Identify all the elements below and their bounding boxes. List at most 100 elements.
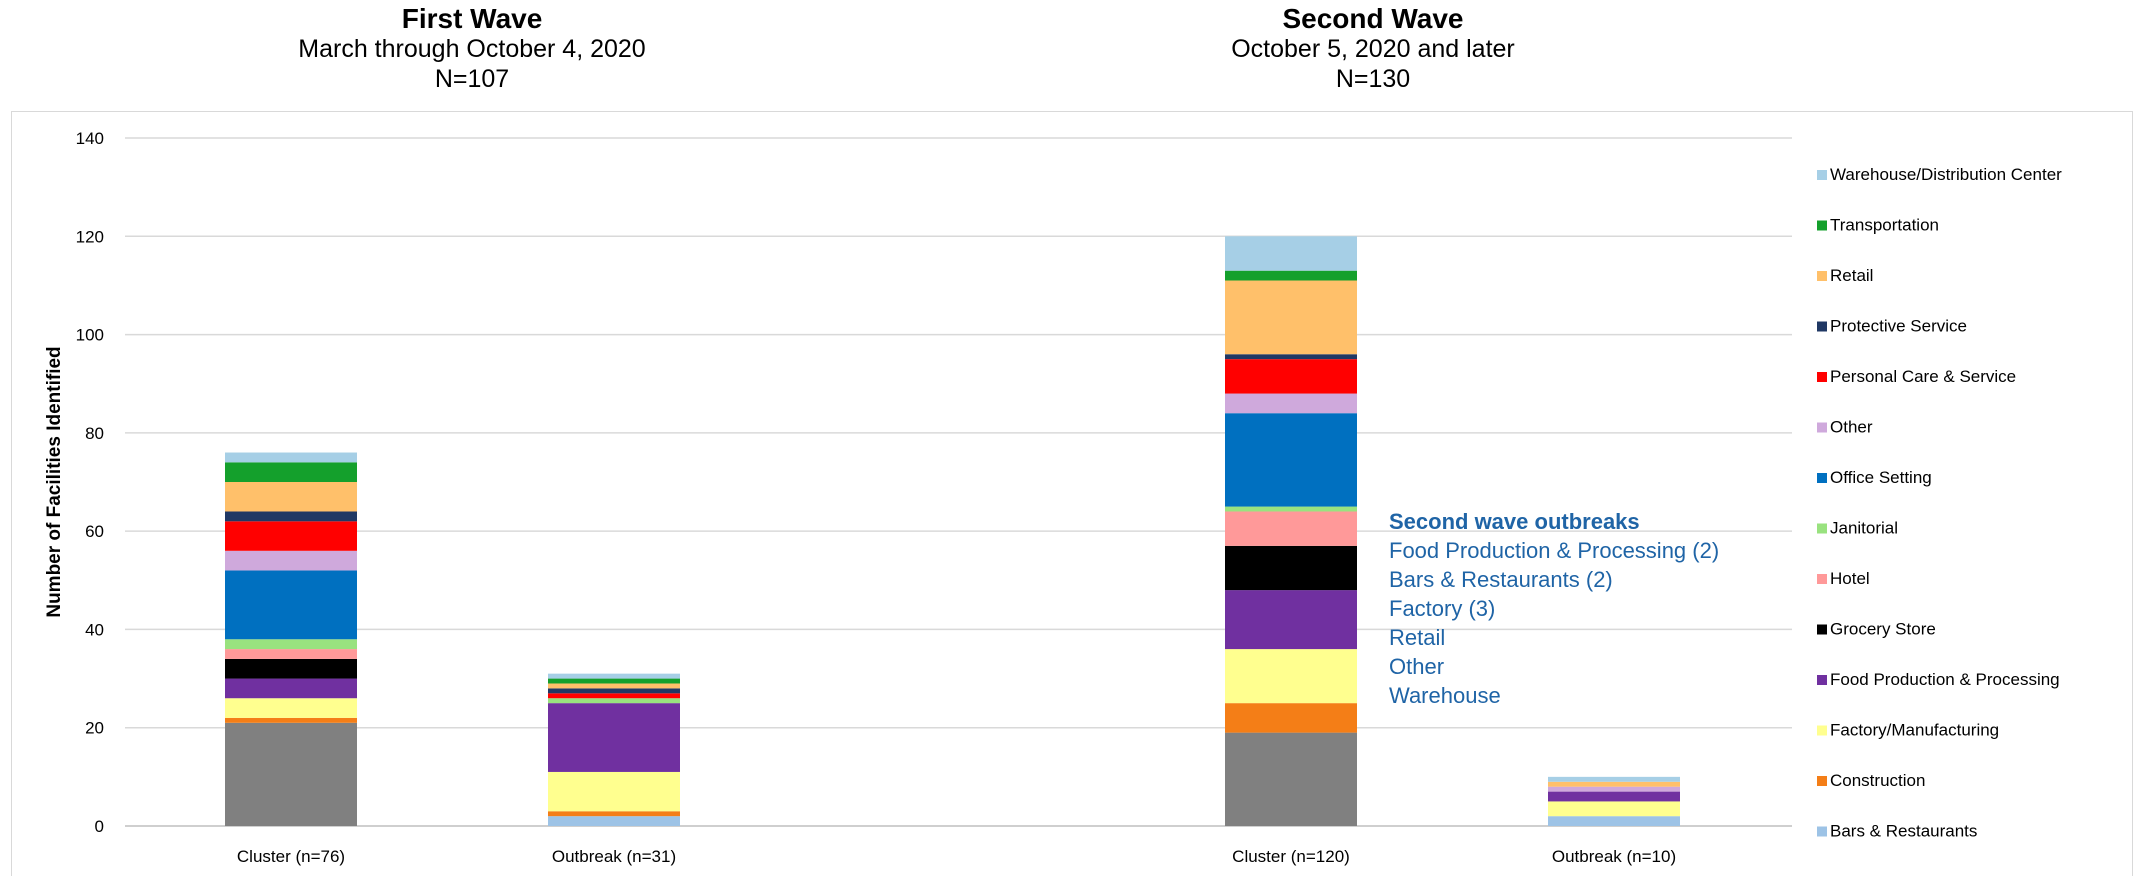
bar-segment — [1548, 781, 1680, 787]
bar-segment — [225, 521, 357, 551]
bar-segment — [225, 570, 357, 640]
legend-label: Other — [1830, 418, 1873, 437]
bar-segment — [1225, 511, 1357, 546]
second-wave-n: N=130 — [1335, 65, 1411, 93]
legend-swatch — [1817, 826, 1827, 837]
legend-label: Grocery Store — [1830, 620, 1936, 639]
callout-line: Food Production & Processing (2) — [1389, 538, 1720, 563]
bar-segment — [1225, 354, 1357, 360]
callout-line: Factory (3) — [1389, 596, 1496, 621]
x-tick-label: Cluster (n=120) — [1232, 847, 1350, 866]
callout-line: Warehouse — [1389, 683, 1501, 708]
x-tick-label: Outbreak (n=10) — [1552, 847, 1676, 866]
y-tick-label: 40 — [85, 620, 104, 639]
bar-segment — [225, 678, 357, 699]
legend-swatch — [1817, 624, 1827, 635]
bar-segment — [225, 639, 357, 650]
legend-swatch — [1817, 170, 1827, 180]
legend-label: Janitorial — [1830, 519, 1898, 538]
y-tick-label: 80 — [85, 424, 104, 443]
legend-label: Food Production & Processing — [1830, 670, 2060, 689]
bar-segment — [1225, 649, 1357, 704]
legend-swatch — [1817, 776, 1827, 786]
y-tick-label: 60 — [85, 522, 104, 541]
second-wave-header: Second Wave October 5, 2020 and later N=… — [1113, 4, 1633, 94]
bar-segment — [1225, 393, 1357, 414]
bar-segment — [548, 683, 680, 689]
legend-label: Construction — [1830, 771, 1925, 790]
bar-segment — [1225, 703, 1357, 733]
bar-segment — [1225, 359, 1357, 394]
y-tick-label: 140 — [76, 129, 104, 148]
x-tick-label: Cluster (n=76) — [237, 847, 345, 866]
bar-segment — [548, 673, 680, 679]
bar-segment — [1548, 791, 1680, 802]
bar-segment — [548, 688, 680, 694]
callout-line: Bars & Restaurants (2) — [1389, 567, 1613, 592]
bar-segment — [225, 482, 357, 512]
bar-segment — [225, 550, 357, 571]
bar-segment — [225, 452, 357, 463]
bar-segment — [225, 658, 357, 679]
legend-swatch — [1817, 574, 1827, 584]
bar-segment — [548, 693, 680, 699]
first-wave-n: N=107 — [434, 65, 510, 93]
bar-segment — [225, 462, 357, 482]
bar-segment — [548, 771, 680, 812]
bar-segment — [1548, 776, 1680, 782]
bar-segment — [548, 698, 680, 704]
legend-swatch — [1817, 220, 1827, 231]
legend-label: Retail — [1830, 266, 1873, 285]
y-axis-label: Number of Facilities Identified — [44, 346, 65, 617]
bar-segment — [548, 811, 680, 817]
legend-label: Protective Service — [1830, 317, 1967, 336]
first-wave-dates: March through October 4, 2020 — [298, 35, 646, 63]
bar-segment — [1225, 280, 1357, 355]
legend-swatch — [1817, 271, 1827, 281]
bar-segment — [225, 511, 357, 522]
legend-label: Hotel — [1830, 569, 1870, 588]
bar-segment — [225, 649, 357, 659]
x-tick-label: Outbreak (n=31) — [552, 847, 676, 866]
legend-swatch — [1817, 372, 1827, 382]
y-tick-label: 100 — [76, 326, 104, 345]
bar-segment — [1225, 732, 1357, 826]
bar-segment — [1225, 236, 1357, 271]
legend-label: Personal Care & Service — [1830, 367, 2016, 386]
legend-label: Bars & Restaurants — [1830, 822, 1977, 841]
callout-line: Retail — [1389, 625, 1446, 650]
legend-label: Factory/Manufacturing — [1830, 721, 1999, 740]
legend-swatch — [1817, 422, 1827, 433]
bar-segment — [225, 698, 357, 718]
first-wave-title: First Wave — [401, 3, 543, 34]
bar-segment — [1225, 590, 1357, 650]
bar-segment — [548, 816, 680, 826]
legend-swatch — [1817, 725, 1827, 736]
bar-segment — [1225, 506, 1357, 512]
bar-segment — [548, 703, 680, 772]
legend-label: Office Setting — [1830, 468, 1932, 487]
legend-label: Warehouse/Distribution Center — [1830, 165, 2062, 184]
bar-segment — [1548, 801, 1680, 817]
y-tick-label: 120 — [76, 227, 104, 246]
legend-swatch — [1817, 473, 1827, 483]
second-wave-dates: October 5, 2020 and later — [1231, 35, 1515, 63]
chart-frame — [11, 111, 2133, 876]
legend-swatch — [1817, 523, 1827, 534]
second-wave-outbreaks-callout: Second wave outbreaks Food Production & … — [1389, 507, 1719, 710]
second-wave-title: Second Wave — [1282, 3, 1464, 34]
bar-segment — [1548, 816, 1680, 826]
legend-swatch — [1817, 675, 1827, 685]
bar-segment — [225, 717, 357, 723]
bar-segment — [548, 678, 680, 684]
bar-segment — [1225, 545, 1357, 591]
bar-segment — [1225, 270, 1357, 281]
bar-segment — [1548, 786, 1680, 792]
legend-swatch — [1817, 321, 1827, 332]
callout-line: Other — [1389, 654, 1445, 679]
bar-segment — [1225, 413, 1357, 507]
first-wave-header: First Wave March through October 4, 2020… — [212, 4, 732, 94]
y-tick-label: 0 — [95, 817, 104, 836]
callout-title: Second wave outbreaks — [1389, 509, 1640, 534]
